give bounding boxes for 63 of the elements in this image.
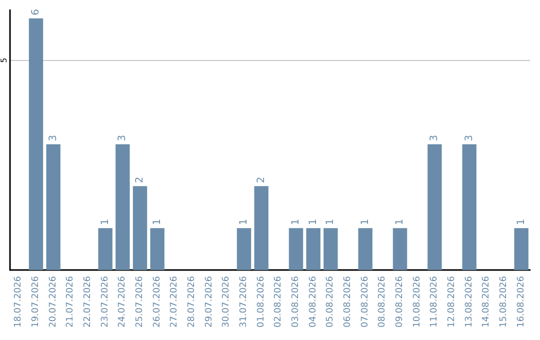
data-label: 3 [117, 134, 128, 142]
data-label: 3 [464, 134, 475, 142]
data-label: 2 [134, 176, 146, 184]
data-label: 1 [290, 218, 302, 226]
x-tick-label: 03.08.2026 [291, 276, 301, 328]
x-tick-label: 11.08.2026 [430, 276, 440, 328]
data-label: 6 [30, 9, 42, 16]
x-tick-label: 21.07.2026 [66, 276, 76, 328]
bar [428, 144, 442, 270]
x-tick-label: 18.07.2026 [14, 276, 24, 328]
x-tick-label: 04.08.2026 [308, 276, 318, 328]
x-tick-label: 28.07.2026 [187, 276, 197, 328]
data-label: 1 [308, 218, 319, 226]
x-tick-label: 07.08.2026 [360, 276, 370, 328]
bar [116, 144, 130, 270]
x-tick-label: 23.07.2026 [100, 276, 110, 328]
bar [150, 228, 164, 270]
bar [306, 228, 320, 270]
data-label: 1 [516, 218, 527, 226]
x-tick-label: 09.08.2026 [395, 276, 405, 328]
bar [514, 228, 528, 270]
x-tick-label: 05.08.2026 [326, 276, 336, 328]
x-tick-label: 08.08.2026 [378, 276, 388, 328]
bar [324, 228, 338, 270]
x-tick-label: 31.07.2026 [239, 276, 249, 328]
x-tick-label: 06.08.2026 [343, 276, 353, 328]
x-tick-label: 15.08.2026 [499, 276, 509, 328]
bar [46, 144, 60, 270]
bar [358, 228, 372, 270]
data-label: 1 [100, 218, 111, 226]
x-tick-label: 10.08.2026 [412, 276, 422, 328]
bar [462, 144, 476, 270]
x-tick-label: 12.08.2026 [447, 276, 457, 328]
bar [98, 228, 112, 270]
x-tick-label: 19.07.2026 [31, 276, 41, 328]
x-tick-label: 01.08.2026 [256, 276, 266, 328]
bar [392, 228, 408, 270]
bar [132, 186, 148, 270]
x-tick-label: 16.08.2026 [516, 276, 526, 328]
x-tick-label: 25.07.2026 [135, 276, 145, 328]
data-label: 1 [360, 218, 371, 226]
x-tick-label: 20.07.2026 [48, 276, 58, 328]
data-label: 1 [394, 218, 406, 226]
x-tick-label: 29.07.2026 [204, 276, 214, 328]
x-tick-label: 22.07.2026 [83, 276, 93, 328]
bar [254, 186, 268, 270]
data-label: 1 [325, 218, 336, 226]
x-tick-label: 27.07.2026 [170, 276, 180, 328]
x-tick-label: 14.08.2026 [482, 276, 492, 328]
data-label: 3 [48, 134, 59, 142]
bar [28, 18, 44, 270]
x-tick-label: 24.07.2026 [118, 276, 128, 328]
x-tick-label: 26.07.2026 [152, 276, 162, 328]
data-label: 1 [238, 218, 250, 226]
x-tick-label: 02.08.2026 [274, 276, 284, 328]
x-tick-label: 13.08.2026 [464, 276, 474, 328]
data-label: 1 [152, 218, 163, 226]
data-label: 3 [429, 134, 440, 142]
y-tick-label: 5 [0, 58, 8, 63]
x-tick-label: 30.07.2026 [222, 276, 232, 328]
bar [288, 228, 304, 270]
data-label: 2 [256, 176, 267, 184]
bar [236, 228, 252, 270]
